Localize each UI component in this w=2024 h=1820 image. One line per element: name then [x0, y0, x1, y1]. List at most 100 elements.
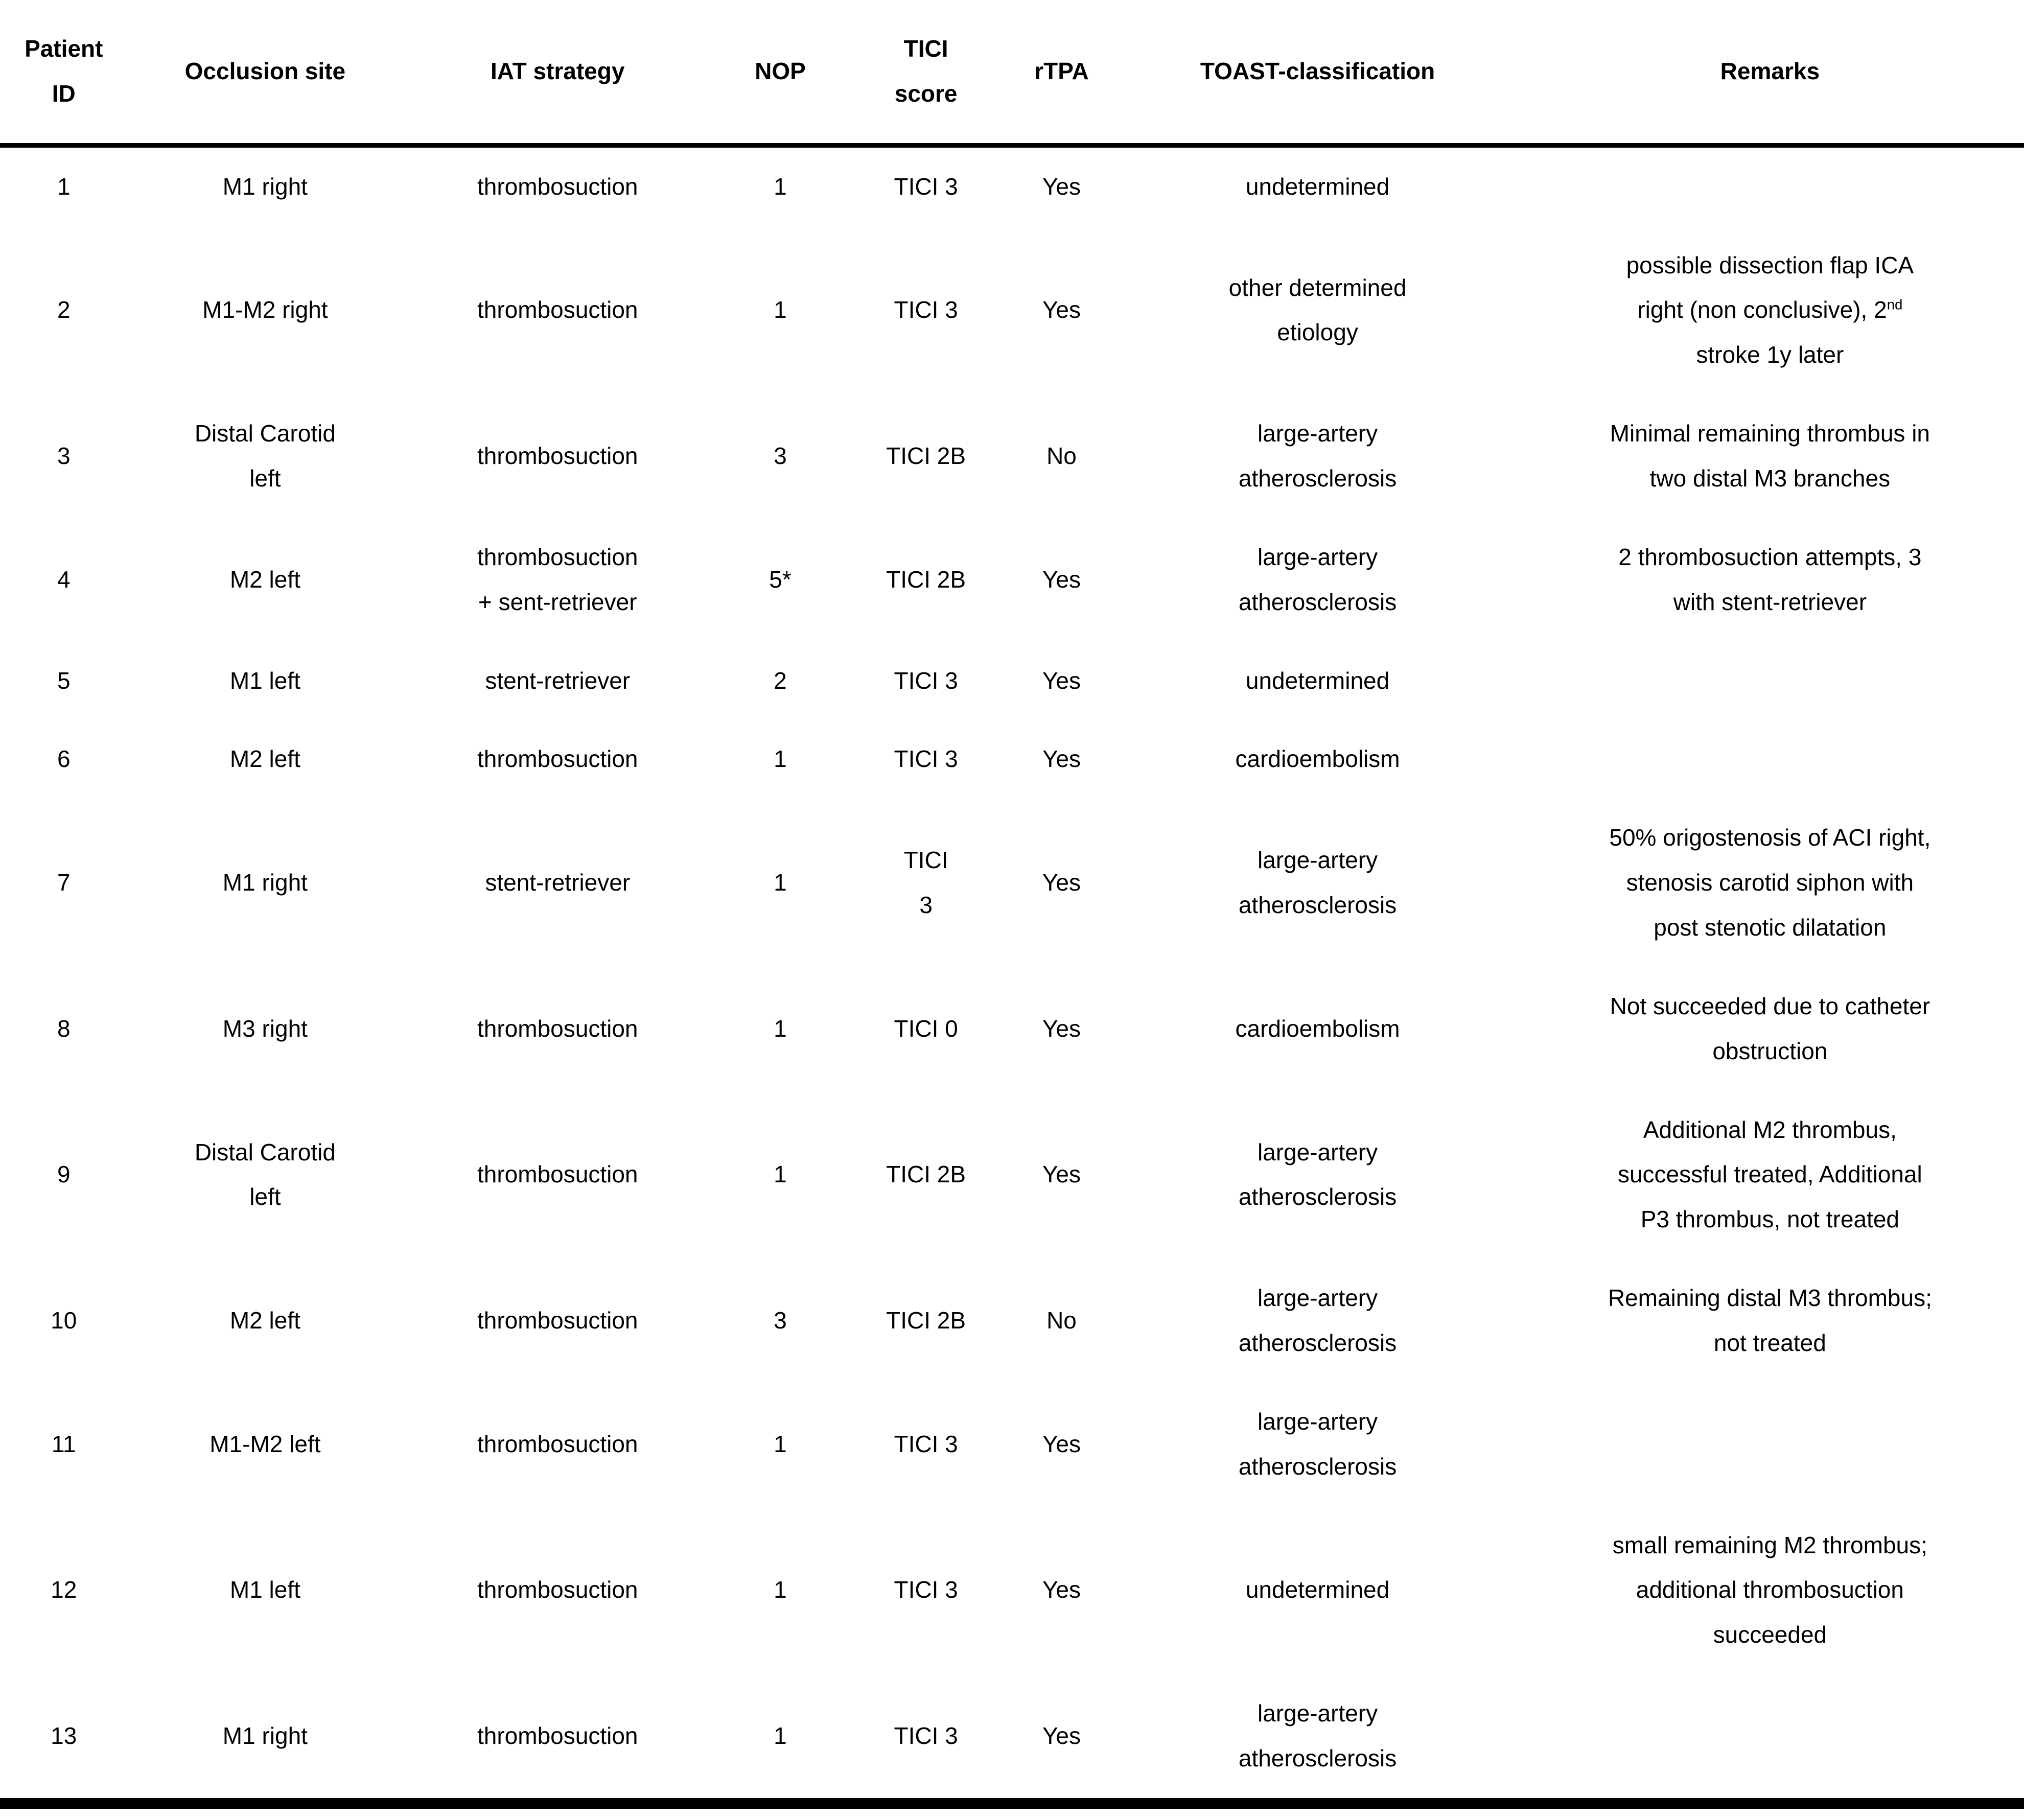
cell-nop: 5* — [769, 566, 792, 593]
cell-toast: large-artery atherosclerosis — [1238, 543, 1397, 615]
cell-iat-strategy: thrombosuction — [477, 296, 638, 323]
cell-occlusion-site: M1 right — [222, 173, 308, 200]
cell-nop: 1 — [774, 1576, 787, 1603]
cell-toast: undetermined — [1245, 173, 1390, 200]
cell-patient-id: 2 — [57, 296, 71, 323]
table-row: 12 M1 left thrombosuction 1 TICI 3 Yes undeter… — [0, 1506, 2024, 1675]
header-row: Patient ID Occlusion site IAT strategy N… — [0, 0, 2024, 148]
table-row: 2 M1-M2 right thrombosuction 1 TICI 3 Yes othe… — [0, 226, 2024, 395]
col-header-tici-score: TICI score — [848, 0, 1004, 148]
cell-occlusion-site: M1-M2 left — [210, 1430, 321, 1457]
cell-remarks — [1516, 145, 2024, 226]
table-row: 8 M3 right thrombosuction 1 TICI 0 Yes cardioe… — [0, 967, 2024, 1091]
cell-occlusion-site: M1 left — [229, 667, 300, 694]
cell-iat-strategy: thrombosuction — [477, 1015, 638, 1042]
cell-tici-score: TICI 3 — [894, 745, 958, 773]
cell-remarks: small remaining M2 thrombus; additional … — [1516, 1506, 2024, 1675]
cell-iat-strategy: thrombosuction — [477, 1722, 638, 1749]
cell-remarks — [1516, 642, 2024, 720]
cell-remarks: possible dissection flap ICA right (non … — [1516, 226, 2024, 395]
cell-occlusion-site: M2 left — [229, 566, 300, 593]
col-header-rtpa: rTPA — [1004, 0, 1120, 148]
cell-toast: cardioembolism — [1235, 745, 1400, 773]
cell-patient-id: 3 — [57, 442, 71, 470]
table-row: 1 M1 right thrombosuction 1 TICI 3 Yes undeter… — [0, 145, 2024, 226]
cell-iat-strategy: thrombosuction — [477, 1576, 638, 1603]
cell-patient-id: 13 — [51, 1722, 77, 1749]
cell-toast: undetermined — [1245, 1576, 1390, 1603]
cell-patient-id: 9 — [57, 1161, 71, 1188]
cell-toast: large-artery atherosclerosis — [1238, 420, 1397, 492]
cell-toast: large-artery atherosclerosis — [1238, 1408, 1397, 1480]
table-row: 5 M1 left stent-retriever 2 TICI 3 Yes undeter… — [0, 642, 2024, 720]
table-row: 4 M2 left thrombosuction + sent-retriever 5… — [0, 518, 2024, 642]
table-row: 10 M2 left thrombosuction 3 TICI 2B No large-a… — [0, 1259, 2024, 1383]
cell-nop: 1 — [774, 1015, 787, 1042]
cell-tici-score: TICI 2B — [886, 1307, 966, 1334]
cell-remarks: 2 thrombosuction attempts, 3 with stent-… — [1516, 518, 2024, 642]
col-header-remarks: Remarks — [1516, 0, 2024, 148]
cell-iat-strategy: stent-retriever — [485, 869, 631, 896]
remarks-text: Minimal remaining thrombus in two distal… — [1610, 420, 1930, 492]
cell-tici-score: TICI 0 — [894, 1015, 958, 1042]
table-row: 6 M2 left thrombosuction 1 TICI 3 Yes cardioem… — [0, 720, 2024, 799]
cell-rtpa: Yes — [1042, 667, 1081, 694]
cell-nop: 1 — [774, 1430, 787, 1457]
cell-toast: cardioembolism — [1235, 1015, 1400, 1042]
cell-nop: 3 — [774, 442, 787, 470]
cell-patient-id: 7 — [57, 869, 71, 896]
cell-rtpa: Yes — [1042, 1722, 1081, 1749]
remarks-text: Remaining distal M3 thrombus; not treate… — [1608, 1285, 1932, 1357]
cell-occlusion-site: Distal Carotid left — [194, 1138, 336, 1210]
cell-patient-id: 6 — [57, 745, 71, 773]
cell-patient-id: 4 — [57, 566, 71, 593]
table-row: 13 M1 right thrombosuction 1 TICI 3 Yes large-… — [0, 1674, 2024, 1803]
cell-iat-strategy: stent-retriever — [485, 667, 631, 694]
cell-tici-score: TICI 3 — [894, 1576, 958, 1603]
cell-rtpa: No — [1046, 1307, 1077, 1334]
cell-rtpa: Yes — [1042, 1430, 1081, 1457]
cell-rtpa: Yes — [1042, 296, 1081, 323]
cell-rtpa: Yes — [1042, 869, 1081, 896]
table-row: 11 M1-M2 left thrombosuction 1 TICI 3 Yes larg… — [0, 1383, 2024, 1506]
cell-toast: large-artery atherosclerosis — [1238, 1285, 1397, 1357]
remarks-text: possible dissection flap ICA right (non … — [1626, 251, 1914, 323]
col-header-toast: TOAST-classification — [1119, 0, 1516, 148]
cell-nop: 1 — [774, 296, 787, 323]
cell-tici-score: TICI 3 — [903, 847, 948, 919]
cell-rtpa: Yes — [1042, 173, 1081, 200]
cell-remarks: Not succeeded due to catheter obstructio… — [1516, 967, 2024, 1091]
cell-iat-strategy: thrombosuction — [477, 1161, 638, 1188]
col-header-occlusion-site: Occlusion site — [127, 0, 403, 148]
cell-nop: 1 — [774, 173, 787, 200]
table-header: Patient ID Occlusion site IAT strategy N… — [0, 0, 2024, 148]
cell-occlusion-site: M1 right — [222, 1722, 308, 1749]
cell-tici-score: TICI 2B — [886, 1161, 966, 1188]
cell-remarks: Additional M2 thrombus, successful treat… — [1516, 1091, 2024, 1259]
cell-patient-id: 10 — [51, 1307, 77, 1334]
cell-rtpa: Yes — [1042, 1576, 1081, 1603]
remarks-text: 2 thrombosuction attempts, 3 with stent-… — [1618, 543, 1922, 615]
cell-occlusion-site: M1-M2 right — [202, 296, 328, 323]
cell-remarks — [1516, 1383, 2024, 1506]
col-header-nop: NOP — [712, 0, 848, 148]
table-row: 9 Distal Carotid left thrombosuction 1 TICI … — [0, 1091, 2024, 1259]
remarks-text: small remaining M2 thrombus; additional … — [1612, 1531, 1927, 1648]
cell-toast: large-artery atherosclerosis — [1238, 1700, 1397, 1772]
cell-nop: 1 — [774, 745, 787, 773]
superscript-ordinal: nd — [1887, 297, 1903, 313]
cell-tici-score: TICI 2B — [886, 566, 966, 593]
cell-toast: other determined etiology — [1228, 274, 1407, 346]
cell-remarks: Minimal remaining thrombus in two distal… — [1516, 394, 2024, 518]
col-header-patient-id: Patient ID — [0, 0, 128, 148]
table-row: 3 Distal Carotid left thrombosuction 3 TICI … — [0, 394, 2024, 518]
cell-occlusion-site: M1 right — [222, 869, 308, 896]
remarks-text: 50% origostenosis of ACI right, stenosis… — [1609, 824, 1931, 941]
cell-patient-id: 1 — [57, 173, 71, 200]
cell-tici-score: TICI 3 — [894, 173, 958, 200]
cell-patient-id: 8 — [57, 1015, 71, 1042]
cell-occlusion-site: M1 left — [229, 1576, 300, 1603]
cell-nop: 3 — [774, 1307, 787, 1334]
